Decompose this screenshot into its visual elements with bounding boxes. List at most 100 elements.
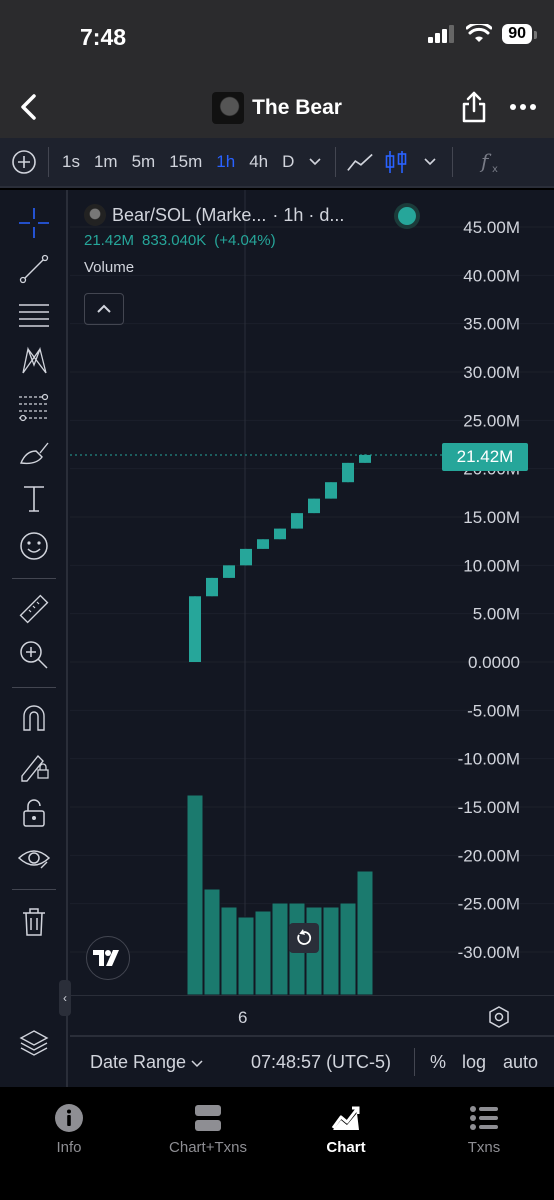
- reset-chart-button[interactable]: [289, 923, 319, 953]
- line-chart-icon[interactable]: [346, 148, 374, 176]
- trash-icon[interactable]: [14, 902, 54, 942]
- ruler-icon[interactable]: [14, 589, 54, 629]
- svg-text:f: f: [479, 149, 492, 173]
- interval-15m[interactable]: 15m: [169, 152, 203, 171]
- pattern-icon[interactable]: [14, 341, 54, 381]
- chart-legend: Bear/SOL (Marke... · 1h · d... 21.42M 83…: [84, 204, 416, 276]
- price-tick-label: 35.00M: [463, 315, 520, 334]
- axis-settings-icon[interactable]: [488, 1006, 510, 1028]
- fib-retracement-icon[interactable]: [14, 387, 54, 427]
- candle: [257, 539, 269, 549]
- add-indicator-icon[interactable]: [10, 148, 38, 176]
- chart-bottom-bar: Date Range 07:48:57 (UTC-5) % log auto: [70, 1035, 554, 1087]
- emoji-icon[interactable]: [14, 526, 54, 566]
- date-range-dropdown[interactable]: Date Range: [90, 1052, 203, 1073]
- price-chart[interactable]: 45.00M40.00M35.00M30.00M25.00M20.00M15.0…: [0, 190, 554, 1087]
- price-tick-label: 15.00M: [463, 508, 520, 527]
- timezone-clock[interactable]: 07:48:57 (UTC-5): [251, 1051, 392, 1072]
- volume-bar: [322, 906, 340, 996]
- layers-icon[interactable]: [14, 1023, 54, 1063]
- legend-collapse-button[interactable]: [84, 293, 124, 325]
- volume-bar: [186, 794, 204, 996]
- price-tick-label: 10.00M: [463, 556, 520, 575]
- chevron-up-icon: [97, 304, 111, 313]
- lock-drawing-icon[interactable]: [14, 746, 54, 786]
- wifi-icon: [466, 24, 493, 42]
- token-avatar: [212, 92, 245, 124]
- interval-d[interactable]: D: [282, 152, 295, 171]
- interval-1m[interactable]: 1m: [93, 152, 118, 171]
- price-tick-label: 0.0000: [468, 653, 520, 672]
- interval-4h[interactable]: 4h: [249, 152, 269, 171]
- candle: [325, 482, 337, 499]
- last-price-label: 21.42M: [442, 443, 528, 471]
- tradingview-logo[interactable]: [86, 936, 130, 980]
- legend-symbol: Bear/SOL (Marke...: [112, 204, 267, 225]
- tab-info[interactable]: Info: [9, 1103, 129, 1156]
- zoom-in-icon[interactable]: [14, 635, 54, 675]
- candle: [223, 565, 235, 578]
- tab-info-label: Info: [56, 1139, 82, 1156]
- info-icon: [55, 1104, 83, 1132]
- toolbar-divider: [12, 889, 56, 890]
- price-tick-label: -20.00M: [458, 846, 520, 865]
- price-tick-label: 40.00M: [463, 266, 520, 285]
- tradingview-icon: [93, 950, 119, 966]
- price-tick-label: -30.00M: [458, 943, 520, 962]
- crosshair-icon[interactable]: [14, 203, 54, 243]
- chart-icon: [331, 1106, 360, 1130]
- share-icon[interactable]: [460, 90, 488, 124]
- price-tick-label: -15.00M: [458, 798, 520, 817]
- volume-bar: [254, 910, 272, 996]
- chart-type-chevron-icon[interactable]: [416, 148, 444, 176]
- chart-area: ‹ 45.00M40.00M35.00M30.00M25.00M20.00M15…: [0, 190, 554, 1087]
- log-scale-toggle[interactable]: log: [462, 1051, 487, 1072]
- back-chevron-icon[interactable]: [14, 90, 44, 124]
- candle: [274, 528, 286, 540]
- signal-icon: [428, 25, 455, 43]
- candles-icon[interactable]: [382, 148, 410, 176]
- price-tick-label: -10.00M: [458, 750, 520, 769]
- tab-chart-txns[interactable]: Chart+Txns: [148, 1103, 268, 1156]
- more-options-icon[interactable]: [508, 90, 538, 124]
- time-axis-label: 6: [238, 1008, 248, 1027]
- price-tick-label: 30.00M: [463, 363, 520, 382]
- price-tick-label: 25.00M: [463, 411, 520, 430]
- interval-1h[interactable]: 1h: [216, 152, 236, 171]
- collapse-toolbar-button[interactable]: ‹: [59, 980, 71, 1016]
- toolbar-divider: [452, 147, 454, 177]
- trend-line-icon[interactable]: [14, 249, 54, 289]
- nav-bar: The Bear: [0, 76, 554, 138]
- status-time: 7:48: [80, 24, 127, 50]
- candle: [359, 454, 371, 463]
- percent-scale-toggle[interactable]: %: [430, 1051, 447, 1072]
- drawing-toolbar: [0, 190, 68, 1087]
- brush-icon[interactable]: [14, 433, 54, 473]
- legend-symbol-row[interactable]: Bear/SOL (Marke... · 1h · d...: [84, 204, 344, 226]
- date-range-label: Date Range: [90, 1051, 187, 1072]
- candle: [342, 462, 354, 483]
- candle: [291, 513, 303, 529]
- tab-txns[interactable]: Txns: [424, 1103, 544, 1156]
- time-axis-divider: [70, 995, 554, 996]
- legend-change: 833.040K: [142, 232, 207, 249]
- legend-volume-label: Volume: [84, 259, 135, 276]
- tab-chart-txns-label: Chart+Txns: [169, 1139, 247, 1156]
- interval-1s[interactable]: 1s: [62, 152, 80, 171]
- eye-icon[interactable]: [14, 838, 54, 878]
- reset-icon: [297, 929, 312, 945]
- interval-dropdown-chevron-icon[interactable]: [301, 148, 329, 176]
- auto-scale-toggle[interactable]: auto: [503, 1051, 539, 1072]
- interval-5m[interactable]: 5m: [131, 152, 156, 171]
- battery-indicator: 90: [502, 24, 537, 44]
- magnet-icon[interactable]: [14, 698, 54, 738]
- text-tool-icon[interactable]: [14, 479, 54, 519]
- nav-title: The Bear: [0, 92, 554, 124]
- toolbar-divider: [12, 687, 56, 688]
- lock-icon[interactable]: [14, 793, 54, 833]
- volume-bar: [203, 888, 221, 996]
- price-tick-label: -5.00M: [467, 701, 520, 720]
- tab-chart[interactable]: Chart: [286, 1103, 406, 1156]
- horizontal-lines-icon[interactable]: [14, 295, 54, 335]
